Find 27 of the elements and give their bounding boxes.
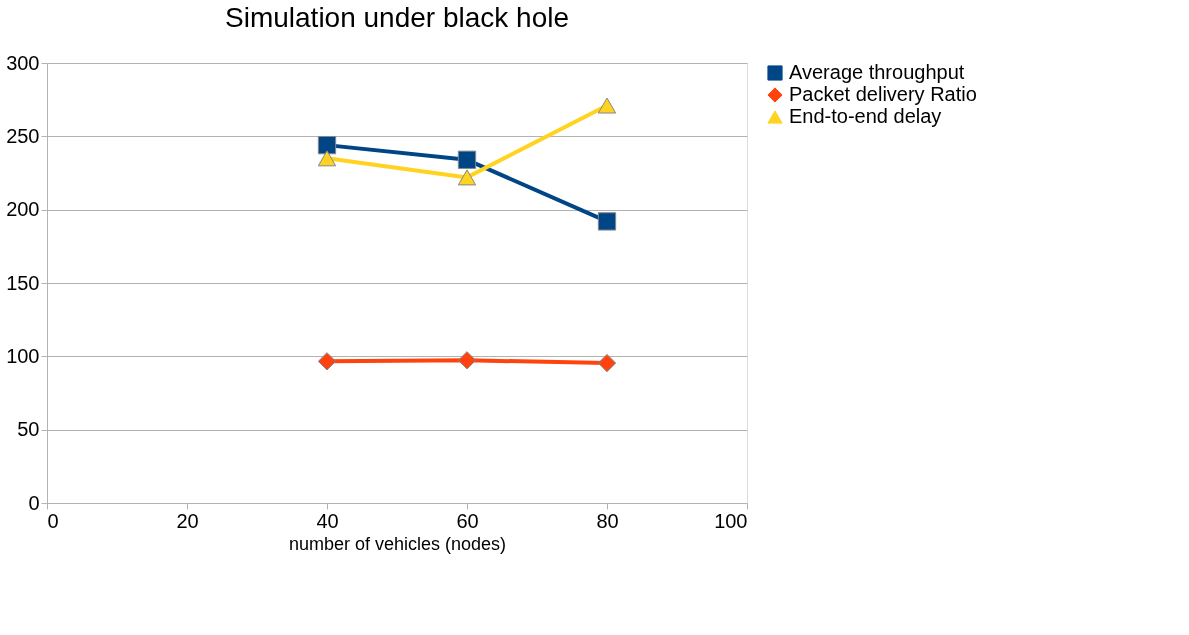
y-tick-label: 0 [28,491,40,514]
x-tick-label: 80 [596,509,619,532]
x-tick-label: 100 [714,509,748,532]
x-axis-title: number of vehicles (nodes) [288,533,507,554]
y-tick-label: 300 [6,51,40,74]
y-tick-label: 200 [6,198,40,221]
point [597,353,617,373]
y-tick-label: 50 [17,418,40,441]
point [457,351,477,370]
x-tick-label: 0 [47,509,59,532]
point [597,97,617,114]
y-tick-label: 250 [6,124,40,147]
point [597,212,617,231]
y-tick-label: 100 [6,344,40,367]
legend-label: Packet delivery Ratio [789,83,977,105]
chart-title: Simulation under black hole [225,2,569,33]
legend-label: End-to-end delay [789,105,942,127]
legend-label: Average throughput [789,61,965,83]
x-tick-label: 40 [316,509,339,532]
point [457,169,477,186]
point [317,352,337,371]
y-tick-label: 150 [6,271,40,294]
x-tick-label: 60 [456,509,479,532]
point [317,135,337,155]
x-tick-label: 20 [176,509,199,532]
point [457,150,477,169]
point [317,150,337,167]
